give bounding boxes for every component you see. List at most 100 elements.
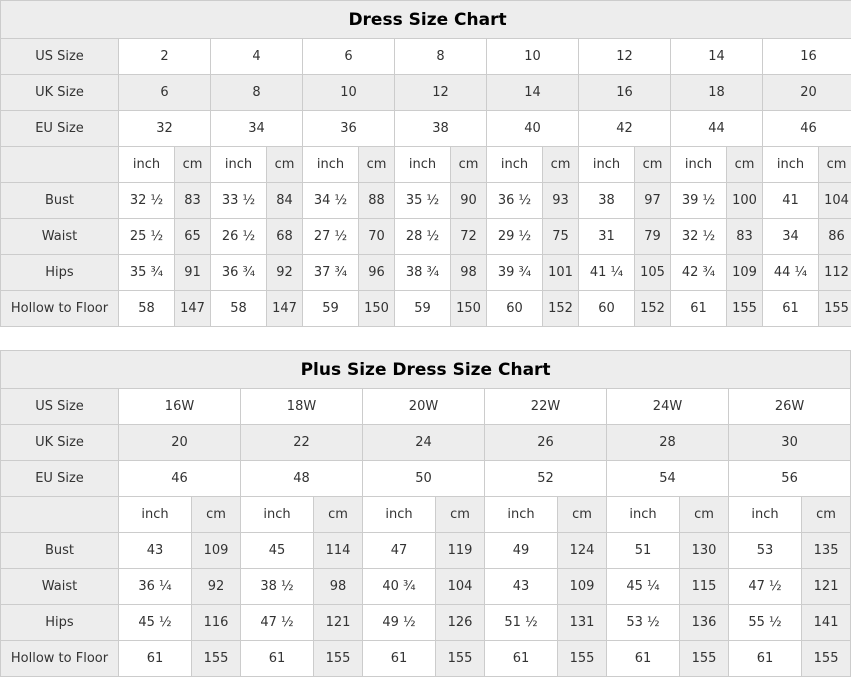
hollow-to-floor-cm-cell: 155 — [191, 640, 241, 677]
hips-cm-cell: 91 — [174, 254, 211, 291]
waist-cm-cell: 104 — [435, 568, 485, 605]
hollow-to-floor-cm-cell: 155 — [679, 640, 729, 677]
waist-inch-cell: 38 ½ — [240, 568, 314, 605]
hips-inch-cell: 53 ½ — [606, 604, 680, 641]
waist-cm-cell: 86 — [817, 218, 851, 255]
eu-size-value-cell: 48 — [240, 460, 363, 497]
row-label-hollow-to-floor: Hollow to Floor — [0, 640, 119, 677]
hollow-to-floor-inch-cell: 61 — [484, 640, 558, 677]
row-label-hips: Hips — [0, 604, 119, 641]
hollow-to-floor-cm-cell: 147 — [266, 290, 303, 327]
row-uk-size: UK Size 6 8 10 12 14 16 18 20 — [0, 74, 851, 111]
us-size-value-cell: 12 — [578, 38, 671, 75]
bust-inch-cell: 45 — [240, 532, 314, 569]
unit-cm-header: cm — [450, 146, 487, 183]
waist-inch-cell: 32 ½ — [670, 218, 727, 255]
row-us-size: US Size 2 4 6 8 10 12 14 16 — [0, 38, 851, 75]
uk-size-value-cell: 26 — [484, 424, 607, 461]
unit-inch-header: inch — [578, 146, 635, 183]
hips-cm-cell: 101 — [542, 254, 579, 291]
eu-size-value-cell: 34 — [210, 110, 303, 147]
uk-size-value-cell: 8 — [210, 74, 303, 111]
hollow-to-floor-cm-cell: 155 — [800, 640, 851, 677]
unit-inch-header: inch — [394, 146, 451, 183]
dress-size-chart-table: Dress Size Chart US Size 2 4 6 8 10 12 14 16 UK Si… — [0, 0, 851, 327]
unit-cm-header: cm — [358, 146, 395, 183]
row-hollow-to-floor: Hollow to Floor 58 147 58 147 59 150 59 150 60 152… — [0, 290, 851, 327]
row-label-hips: Hips — [0, 254, 119, 291]
hollow-to-floor-inch-cell: 58 — [210, 290, 267, 327]
us-size-value-cell: 6 — [302, 38, 395, 75]
waist-inch-cell: 27 ½ — [302, 218, 359, 255]
table-title: Dress Size Chart — [0, 0, 851, 39]
hips-inch-cell: 45 ½ — [118, 604, 192, 641]
hollow-to-floor-inch-cell: 61 — [728, 640, 802, 677]
uk-size-value-cell: 10 — [302, 74, 395, 111]
waist-cm-cell: 109 — [557, 568, 607, 605]
row-uk-size: UK Size 20 22 24 26 28 30 — [0, 424, 851, 461]
hips-inch-cell: 42 ¾ — [670, 254, 727, 291]
bust-inch-cell: 41 — [762, 182, 819, 219]
bust-cm-cell: 93 — [542, 182, 579, 219]
unit-cm-header: cm — [313, 496, 363, 533]
waist-inch-cell: 36 ¼ — [118, 568, 192, 605]
hollow-to-floor-inch-cell: 61 — [240, 640, 314, 677]
hollow-to-floor-inch-cell: 61 — [762, 290, 819, 327]
waist-inch-cell: 29 ½ — [486, 218, 543, 255]
unit-inch-header: inch — [762, 146, 819, 183]
hips-cm-cell: 98 — [450, 254, 487, 291]
eu-size-value-cell: 54 — [606, 460, 729, 497]
hips-inch-cell: 35 ¾ — [118, 254, 175, 291]
uk-size-value-cell: 20 — [118, 424, 241, 461]
row-us-size: US Size 16W 18W 20W 22W 24W 26W — [0, 388, 851, 425]
waist-inch-cell: 28 ½ — [394, 218, 451, 255]
hips-cm-cell: 136 — [679, 604, 729, 641]
hips-cm-cell: 112 — [817, 254, 851, 291]
waist-inch-cell: 47 ½ — [728, 568, 802, 605]
row-label-waist: Waist — [0, 568, 119, 605]
hollow-to-floor-cm-cell: 150 — [358, 290, 395, 327]
waist-inch-cell: 31 — [578, 218, 635, 255]
us-size-value-cell: 24W — [606, 388, 729, 425]
unit-inch-header: inch — [670, 146, 727, 183]
hips-inch-cell: 47 ½ — [240, 604, 314, 641]
uk-size-value-cell: 22 — [240, 424, 363, 461]
bust-inch-cell: 32 ½ — [118, 182, 175, 219]
hollow-to-floor-inch-cell: 61 — [670, 290, 727, 327]
bust-inch-cell: 39 ½ — [670, 182, 727, 219]
waist-inch-cell: 43 — [484, 568, 558, 605]
unit-inch-header: inch — [484, 496, 558, 533]
unit-inch-header: inch — [118, 146, 175, 183]
row-hollow-to-floor: Hollow to Floor 61 155 61 155 61 155 61 155 61 155… — [0, 640, 851, 677]
row-bust: Bust 43 109 45 114 47 119 49 124 51 130 53 135 — [0, 532, 851, 569]
waist-cm-cell: 115 — [679, 568, 729, 605]
row-eu-size: EU Size 32 34 36 38 40 42 44 46 — [0, 110, 851, 147]
bust-inch-cell: 51 — [606, 532, 680, 569]
eu-size-value-cell: 42 — [578, 110, 671, 147]
unit-inch-header: inch — [606, 496, 680, 533]
unit-inch-header: inch — [240, 496, 314, 533]
row-label-eu-size: EU Size — [0, 460, 119, 497]
uk-size-value-cell: 24 — [362, 424, 485, 461]
hips-cm-cell: 126 — [435, 604, 485, 641]
waist-cm-cell: 121 — [800, 568, 851, 605]
hips-inch-cell: 39 ¾ — [486, 254, 543, 291]
row-label-eu-size: EU Size — [0, 110, 119, 147]
row-label-uk-size: UK Size — [0, 424, 119, 461]
bust-cm-cell: 83 — [174, 182, 211, 219]
hips-inch-cell: 55 ½ — [728, 604, 802, 641]
hollow-to-floor-cm-cell: 155 — [313, 640, 363, 677]
bust-cm-cell: 130 — [679, 532, 729, 569]
hollow-to-floor-inch-cell: 59 — [302, 290, 359, 327]
unit-inch-header: inch — [486, 146, 543, 183]
us-size-value-cell: 16 — [761, 38, 851, 75]
hollow-to-floor-inch-cell: 61 — [118, 640, 192, 677]
uk-size-value-cell: 18 — [670, 74, 763, 111]
bust-cm-cell: 84 — [266, 182, 303, 219]
bust-cm-cell: 124 — [557, 532, 607, 569]
us-size-value-cell: 26W — [727, 388, 851, 425]
waist-inch-cell: 34 — [762, 218, 819, 255]
bust-cm-cell: 104 — [817, 182, 851, 219]
uk-size-value-cell: 14 — [486, 74, 579, 111]
title-row: Plus Size Dress Size Chart — [0, 350, 851, 389]
